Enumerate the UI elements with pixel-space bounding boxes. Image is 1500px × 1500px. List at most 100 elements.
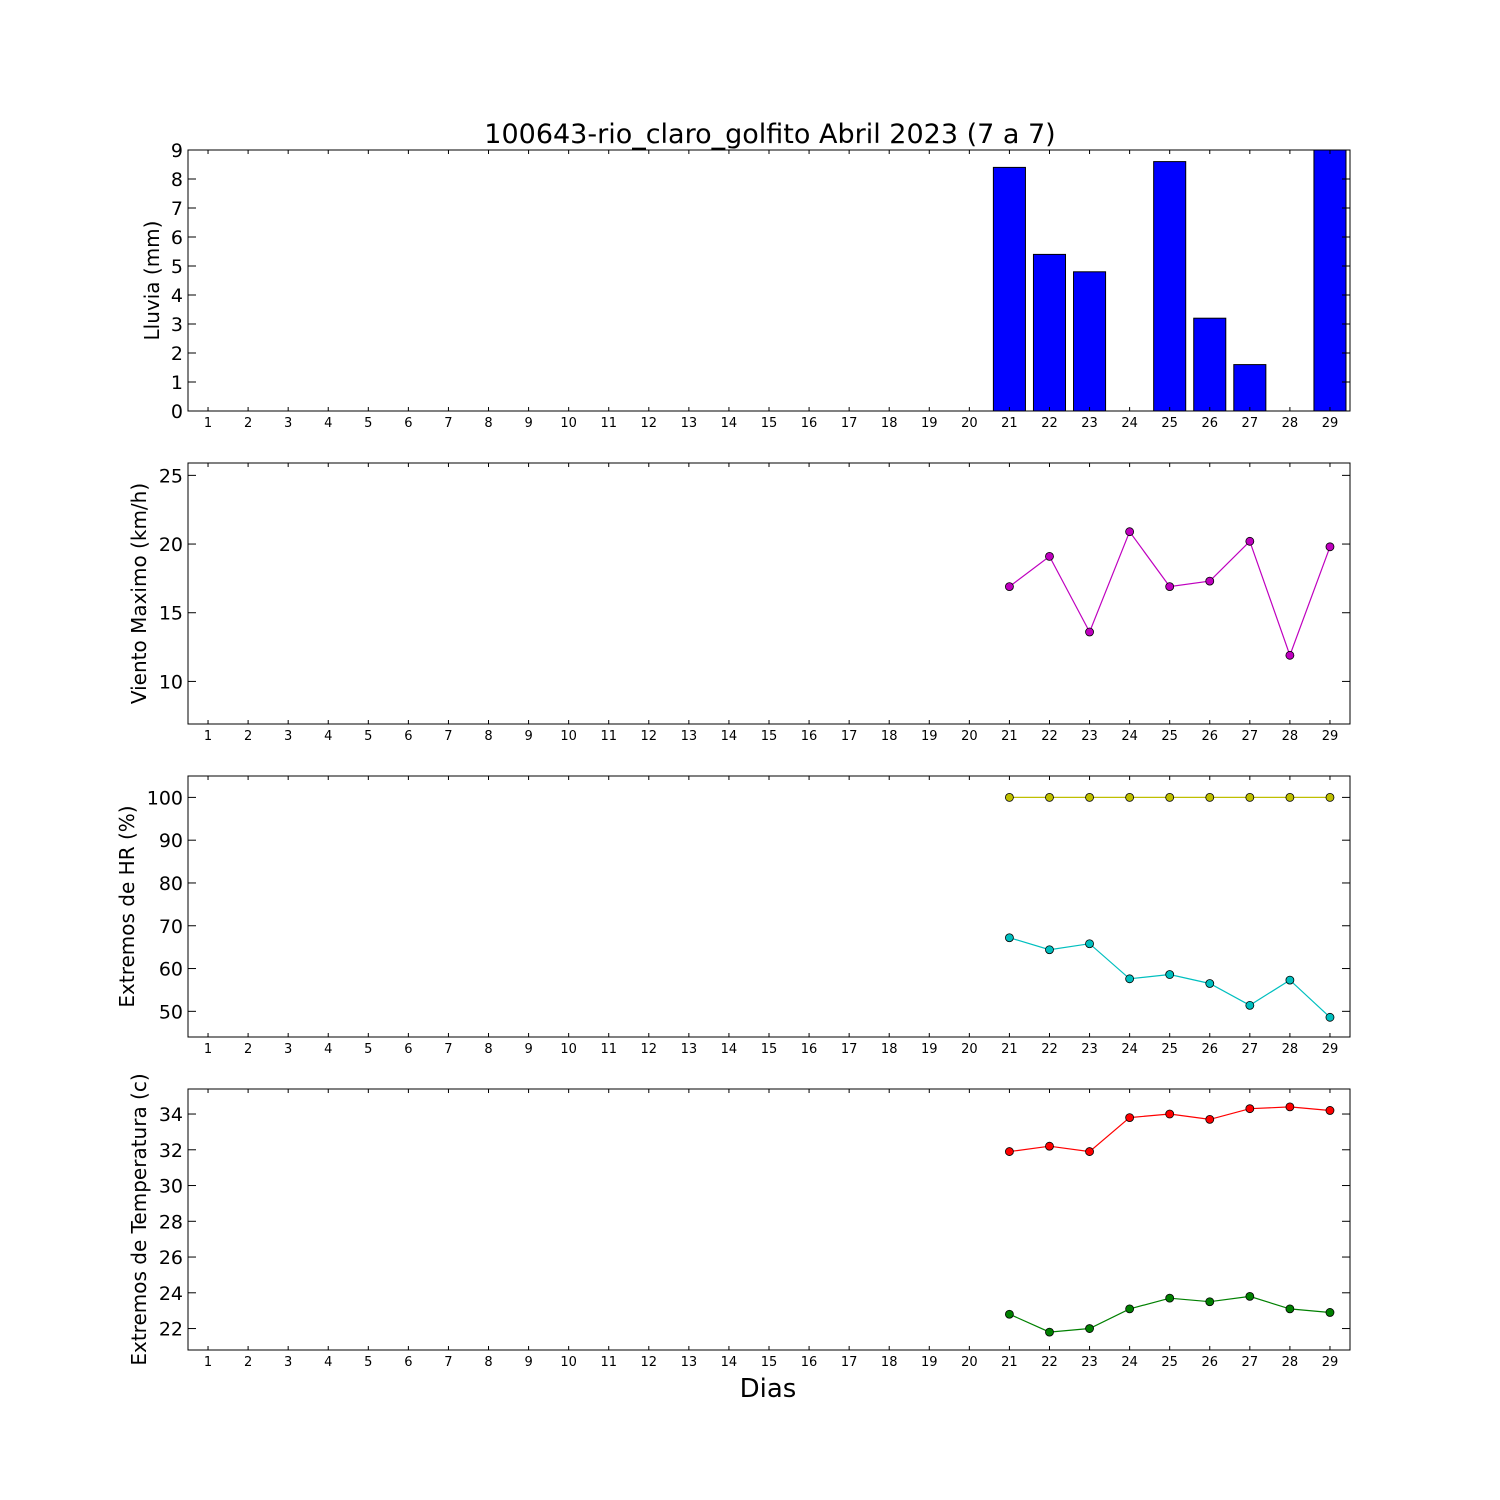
x-tick-label-19: 19 xyxy=(921,416,938,431)
x-tick-label-1: 1 xyxy=(204,416,212,431)
point-series-1-day-26 xyxy=(1205,576,1215,586)
x-tick-label-12: 12 xyxy=(641,729,658,744)
panel-4: 1 2 3 4 5 6 7 8 9 10 11 12 13 14 15 16 17 18 19 20 21 22 23 24 2… xyxy=(127,1073,1351,1370)
x-tick-label-11: 11 xyxy=(600,729,617,744)
bar-day-22 xyxy=(1032,253,1067,412)
x-tick-label-10: 10 xyxy=(560,729,577,744)
x-tick-label-24: 24 xyxy=(1121,1042,1138,1057)
y-tick-label-80: 80 xyxy=(159,873,183,895)
point-series-2-day-23 xyxy=(1085,1324,1094,1333)
x-tick-label-13: 13 xyxy=(681,1042,698,1057)
x-tick-label-16: 16 xyxy=(801,729,818,744)
x-tick-label-19: 19 xyxy=(921,1355,938,1370)
point-series-2-day-21 xyxy=(1005,1309,1014,1319)
x-tick-label-8: 8 xyxy=(484,1355,492,1370)
x-tick-label-15: 15 xyxy=(761,1355,778,1370)
x-tick-label-28: 28 xyxy=(1282,1042,1299,1057)
x-tick-label-5: 5 xyxy=(364,1355,372,1370)
x-tick-label-27: 27 xyxy=(1242,416,1259,431)
x-tick-label-20: 20 xyxy=(961,416,978,431)
x-tick-label-20: 20 xyxy=(961,729,978,744)
point-series-1-day-24 xyxy=(1125,527,1135,537)
x-tick-label-12: 12 xyxy=(641,1355,658,1370)
x-tick-label-6: 6 xyxy=(404,416,412,431)
point-series-2-day-25 xyxy=(1165,1293,1175,1303)
x-tick-label-7: 7 xyxy=(444,1355,452,1370)
x-tick-label-15: 15 xyxy=(761,1042,778,1057)
x-tick-label-2: 2 xyxy=(244,729,252,744)
y-axis-label: Extremos de Temperatura (c) xyxy=(127,1073,151,1365)
x-tick-label-1: 1 xyxy=(204,1355,212,1370)
x-tick-label-9: 9 xyxy=(524,729,532,744)
point-series-1-day-23 xyxy=(1085,1147,1094,1156)
x-tick-label-14: 14 xyxy=(721,416,738,431)
point-series-1-day-29 xyxy=(1325,542,1335,552)
point-series-1-day-23 xyxy=(1085,792,1094,802)
x-tick-label-23: 23 xyxy=(1081,416,1098,431)
x-tick-label-11: 11 xyxy=(600,1355,617,1370)
x-tick-label-4: 4 xyxy=(324,416,332,431)
x-tick-label-24: 24 xyxy=(1121,1355,1138,1370)
x-tick-label-5: 5 xyxy=(364,416,372,431)
point-series-1-day-21 xyxy=(1005,582,1014,592)
x-tick-label-23: 23 xyxy=(1081,1355,1098,1370)
x-tick-label-7: 7 xyxy=(444,416,452,431)
x-tick-label-23: 23 xyxy=(1081,1042,1098,1057)
point-series-2-day-29 xyxy=(1325,1012,1335,1022)
figure-title: 100643-rio_claro_golfito Abril 2023 (7 a… xyxy=(484,119,1055,150)
point-series-1-day-27 xyxy=(1245,536,1255,546)
point-series-1-day-21 xyxy=(1005,1147,1014,1156)
x-tick-label-27: 27 xyxy=(1242,729,1259,744)
y-tick-label-20: 20 xyxy=(159,534,183,556)
x-tick-label-8: 8 xyxy=(484,1042,492,1057)
x-tick-label-26: 26 xyxy=(1201,729,1218,744)
x-tick-label-11: 11 xyxy=(600,1042,617,1057)
x-tick-label-16: 16 xyxy=(801,416,818,431)
point-series-1-day-27 xyxy=(1245,1104,1255,1114)
x-tick-label-17: 17 xyxy=(841,729,858,744)
y-tick-label-50: 50 xyxy=(159,1001,183,1023)
x-tick-label-20: 20 xyxy=(961,1355,978,1370)
x-tick-label-2: 2 xyxy=(244,416,252,431)
y-tick-label-90: 90 xyxy=(159,830,183,852)
point-series-1-day-26 xyxy=(1205,792,1215,802)
x-tick-label-13: 13 xyxy=(681,416,698,431)
panel-2: 1 2 3 4 5 6 7 8 9 10 11 12 13 14 15 16 17 18 19 20 21 22 23 24 2… xyxy=(127,462,1351,744)
x-tick-label-15: 15 xyxy=(761,416,778,431)
y-tick-label-5: 5 xyxy=(171,256,183,278)
x-tick-label-17: 17 xyxy=(841,1042,858,1057)
point-series-1-day-28 xyxy=(1285,650,1295,660)
point-series-2-day-28 xyxy=(1285,975,1295,985)
x-tick-label-5: 5 xyxy=(364,1042,372,1057)
x-tick-label-8: 8 xyxy=(484,729,492,744)
x-tick-label-4: 4 xyxy=(324,1042,332,1057)
x-tick-label-9: 9 xyxy=(524,416,532,431)
point-series-2-day-22 xyxy=(1045,945,1054,955)
point-series-2-day-29 xyxy=(1325,1308,1335,1317)
point-series-1-day-28 xyxy=(1285,1102,1295,1112)
x-tick-label-3: 3 xyxy=(284,1042,292,1057)
x-tick-label-17: 17 xyxy=(841,1355,858,1370)
x-tick-label-26: 26 xyxy=(1201,1355,1218,1370)
x-tick-label-11: 11 xyxy=(600,416,617,431)
y-tick-label-10: 10 xyxy=(159,671,183,693)
x-tick-label-29: 29 xyxy=(1322,1355,1339,1370)
x-tick-label-26: 26 xyxy=(1201,416,1218,431)
x-tick-label-9: 9 xyxy=(524,1042,532,1057)
point-series-1-day-25 xyxy=(1165,582,1175,592)
point-series-1-day-25 xyxy=(1165,792,1175,802)
y-tick-label-25: 25 xyxy=(159,465,183,487)
bar-day-25 xyxy=(1153,161,1187,412)
point-series-1-day-24 xyxy=(1125,1113,1135,1123)
x-tick-label-7: 7 xyxy=(444,1042,452,1057)
point-series-1-day-29 xyxy=(1325,1106,1335,1115)
bar-day-27 xyxy=(1233,364,1267,412)
subplots: 1 2 3 4 5 6 7 8 9 10 11 12 13 14 15 16 17 18 19 20 21 22 23 24 2… xyxy=(115,140,1351,1370)
point-series-2-day-26 xyxy=(1205,1297,1215,1307)
point-series-2-day-21 xyxy=(1005,933,1014,943)
x-tick-label-2: 2 xyxy=(244,1355,252,1370)
x-tick-label-3: 3 xyxy=(284,416,292,431)
y-tick-label-28: 28 xyxy=(159,1211,183,1233)
x-tick-label-28: 28 xyxy=(1282,729,1299,744)
